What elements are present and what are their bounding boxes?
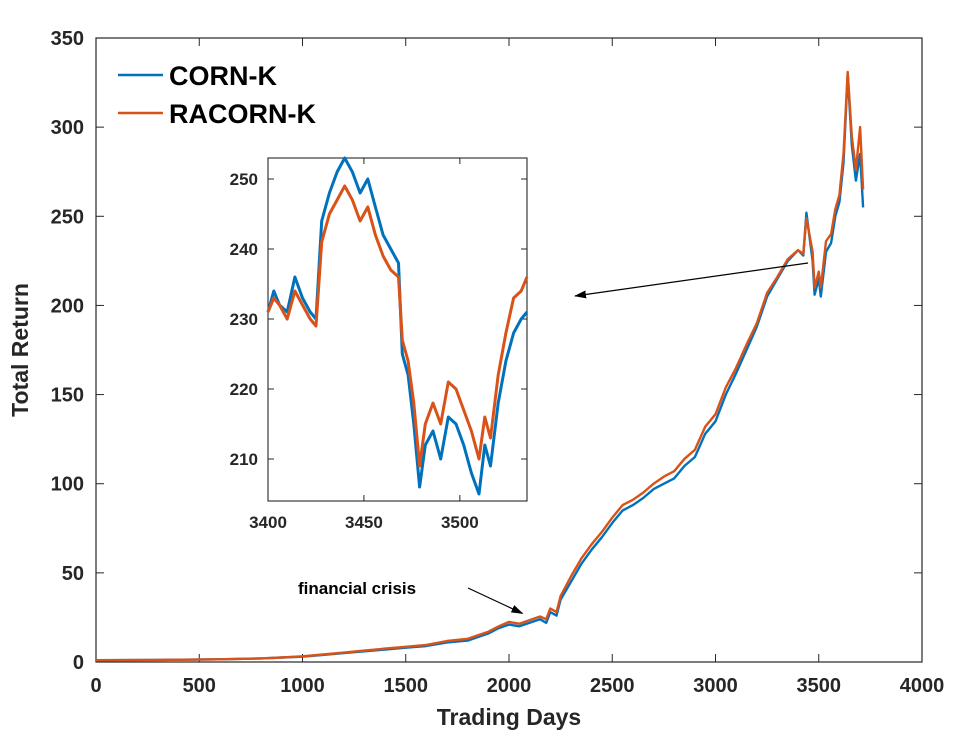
inset-y-tick-label: 220 bbox=[230, 380, 258, 399]
inset-y-tick-label: 230 bbox=[230, 310, 258, 329]
inset-frame bbox=[267, 157, 528, 502]
x-tick-label: 1500 bbox=[384, 675, 429, 697]
inset-y-tick-label: 210 bbox=[230, 450, 258, 469]
y-tick-label: 0 bbox=[73, 652, 84, 674]
x-tick-label: 500 bbox=[183, 675, 216, 697]
inset-x-tick-label: 3450 bbox=[345, 513, 383, 532]
inset-x-tick-label: 3400 bbox=[249, 513, 287, 532]
y-tick-label: 150 bbox=[51, 385, 84, 407]
legend-label-racorn-k: RACORN-K bbox=[169, 99, 316, 129]
x-tick-label: 0 bbox=[90, 675, 101, 697]
x-tick-label: 3500 bbox=[797, 675, 842, 697]
legend-label-corn-k: CORN-K bbox=[169, 61, 277, 91]
y-tick-label: 350 bbox=[51, 28, 84, 50]
y-tick-label: 50 bbox=[62, 563, 84, 585]
inset-pointer-arrow bbox=[574, 262, 809, 299]
inset-series-line-racorn-k bbox=[266, 184, 529, 468]
legend: CORN-K RACORN-K bbox=[118, 61, 316, 129]
annotations-group: financial crisis bbox=[298, 262, 809, 614]
x-axis-label: Trading Days bbox=[437, 704, 581, 730]
x-tick-label: 4000 bbox=[900, 675, 945, 697]
x-tick-label: 1000 bbox=[280, 675, 325, 697]
main-series-group bbox=[95, 70, 865, 662]
series-line-racorn-k bbox=[95, 70, 865, 662]
y-tick-label: 200 bbox=[51, 295, 84, 317]
inset-chart: 3400 3450 3500 210 220 230 240 250 bbox=[230, 156, 529, 532]
x-tick-label: 2000 bbox=[487, 675, 532, 697]
inset-y-tick-label: 250 bbox=[230, 170, 258, 189]
y-axis-label: Total Return bbox=[7, 283, 33, 417]
y-tick-label: 250 bbox=[51, 206, 84, 228]
x-tick-label: 2500 bbox=[590, 675, 635, 697]
y-tick-label: 300 bbox=[51, 117, 84, 139]
annotation-arrow-financial-crisis bbox=[467, 587, 524, 614]
inset-y-tick-label: 240 bbox=[230, 240, 258, 259]
y-tick-label: 100 bbox=[51, 474, 84, 496]
annotation-financial-crisis: financial crisis bbox=[298, 579, 416, 598]
x-tick-label: 3000 bbox=[693, 675, 738, 697]
inset-x-tick-label: 3500 bbox=[441, 513, 479, 532]
